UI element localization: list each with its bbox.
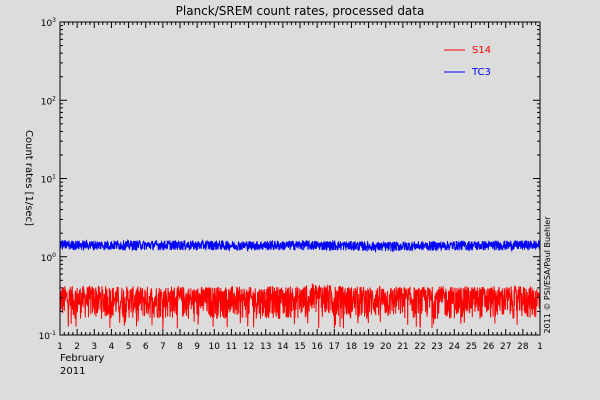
x-tick-label: 28 <box>517 342 529 352</box>
x-tick-label: 26 <box>483 342 495 352</box>
y-tick-label: 100 <box>41 252 56 264</box>
y-tick-label: 101 <box>41 174 56 186</box>
x-tick-label: 5 <box>126 342 132 352</box>
x-tick-label: 18 <box>346 342 358 352</box>
x-tick-label: 1 <box>537 342 543 352</box>
x-tick-label: 23 <box>431 342 442 352</box>
x-tick-label: 15 <box>294 342 305 352</box>
x-tick-label: 9 <box>194 342 200 352</box>
x-tick-label: 25 <box>466 342 477 352</box>
series-line-s14 <box>59 283 541 329</box>
x-tick-label: 4 <box>109 342 115 352</box>
x-tick-label: 3 <box>91 342 97 352</box>
x-tick-label: 21 <box>397 342 408 352</box>
legend: S14 TC3 <box>444 45 491 78</box>
x-tick-label: 8 <box>177 342 183 352</box>
data-traces <box>59 238 541 329</box>
x-tick-label: 24 <box>449 342 461 352</box>
y-tick-label: 103 <box>41 17 56 29</box>
x-tick-label: 22 <box>414 342 425 352</box>
y-axis: 10-1 100 101 102 103 <box>39 17 540 342</box>
x-tick-label: 17 <box>329 342 340 352</box>
x-tick-label: 16 <box>311 342 323 352</box>
x-tick-label: 7 <box>160 342 166 352</box>
x-axis-month-label: February <box>60 353 104 364</box>
legend-tc3-label: TC3 <box>471 67 491 78</box>
x-tick-label: 10 <box>209 342 221 352</box>
x-tick-label: 11 <box>226 342 237 352</box>
x-tick-label: 27 <box>500 342 511 352</box>
x-axis-year-label: 2011 <box>60 366 85 377</box>
credit-text: 2011 © PSI/ESA/Paul Buehler <box>543 216 552 334</box>
y-axis-label: Count rates [1/sec] <box>23 130 34 226</box>
x-tick-label: 20 <box>380 342 392 352</box>
x-tick-label: 1 <box>57 342 63 352</box>
y-tick-label: 10-1 <box>39 330 57 342</box>
x-tick-label: 6 <box>143 342 149 352</box>
x-tick-label: 14 <box>277 342 289 352</box>
series-line-tc3 <box>59 238 541 253</box>
x-tick-label: 2 <box>74 342 80 352</box>
x-axis: 1 2 3 4 5 6 7 8 9 10 11 12 13 14 15 16 17 18 19 20 21 22 23 24 2… <box>57 22 543 352</box>
x-tick-label: 19 <box>363 342 375 352</box>
y-tick-label: 102 <box>41 95 56 107</box>
legend-s14-label: S14 <box>472 45 491 56</box>
x-tick-label: 13 <box>260 342 271 352</box>
x-tick-label: 12 <box>243 342 254 352</box>
chart-title: Planck/SREM count rates, processed data <box>176 4 425 18</box>
